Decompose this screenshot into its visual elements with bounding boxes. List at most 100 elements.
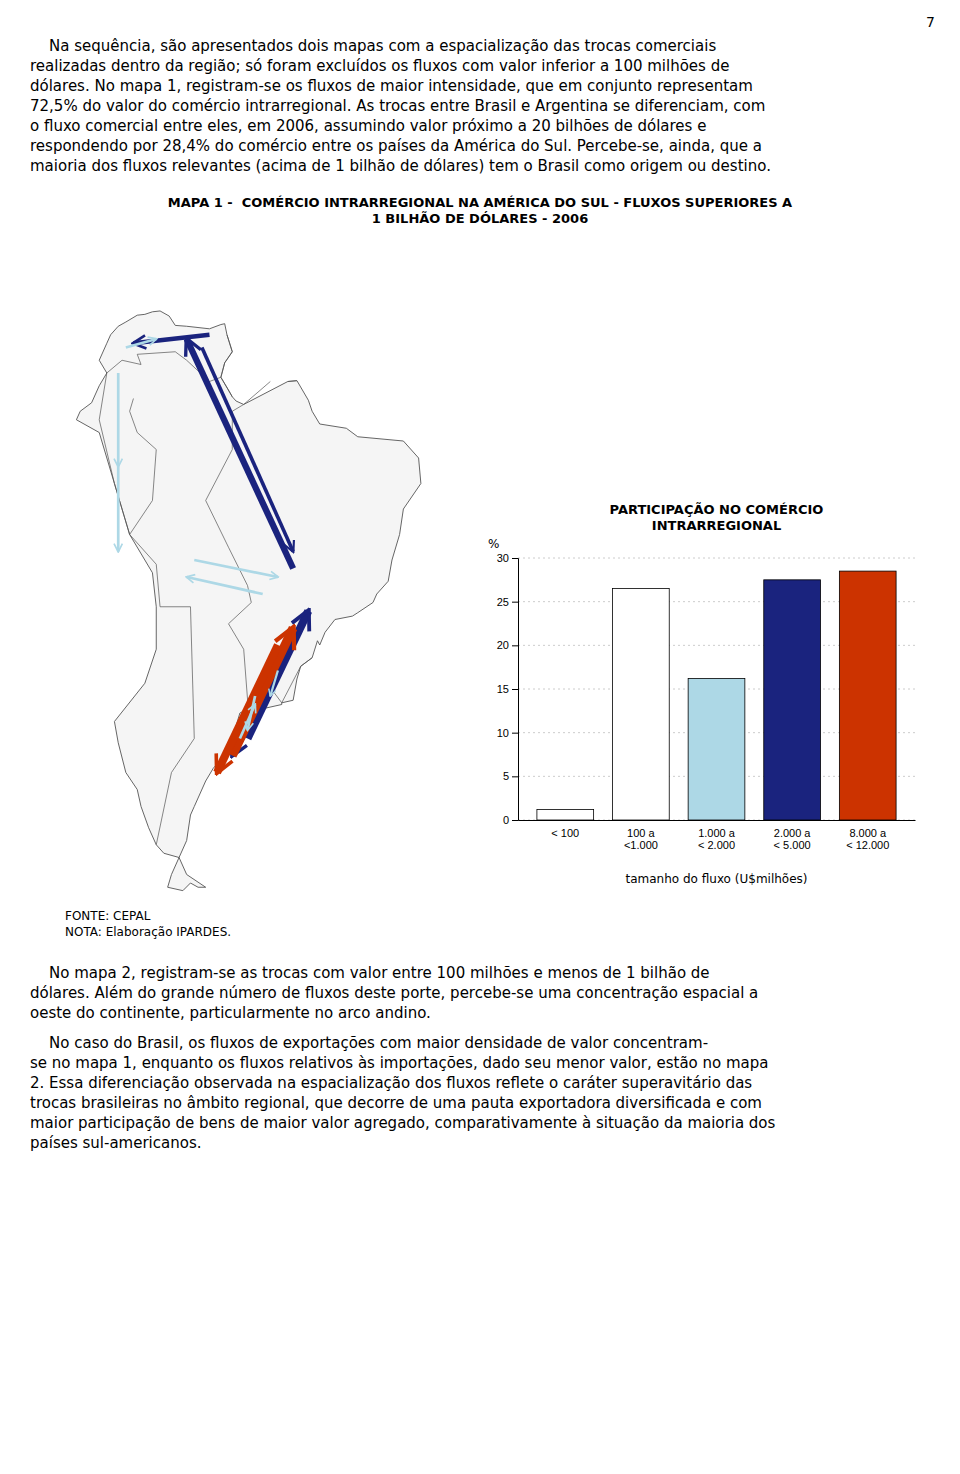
y-tick-label: 15 (497, 683, 509, 695)
bar (839, 571, 896, 820)
y-tick: 25 (497, 596, 518, 608)
map-outline (76, 311, 420, 891)
map-border (228, 603, 251, 709)
paragraph-line: 2. Essa diferenciação observada na espac… (30, 1074, 752, 1092)
page: 7 Na sequência, são apresentados dois ma… (0, 0, 960, 1474)
paragraph-line: Na sequência, são apresentados dois mapa… (30, 37, 716, 55)
x-tick: 1.000 a< 2.000 (698, 827, 736, 852)
x-tick-label-line: < 12.000 (846, 839, 889, 851)
y-tick-label: 0 (503, 814, 509, 826)
y-tick-label: 20 (497, 639, 509, 651)
paragraph-line: realizadas dentro da região; só foram ex… (30, 57, 729, 75)
x-tick: 100 a<1.000 (624, 827, 658, 852)
y-tick: 0 (503, 814, 518, 826)
paragraph-line: No mapa 2, registram-se as trocas com va… (30, 964, 710, 982)
source-note: NOTA: Elaboração IPARDES. (65, 925, 231, 939)
flow-arrow (117, 467, 120, 552)
y-tick-label: 25 (497, 596, 509, 608)
map-border (244, 382, 271, 405)
paragraph-line: se no mapa 1, enquanto os fluxos relativ… (30, 1054, 769, 1072)
flow-arrow (202, 348, 293, 552)
y-tick: 15 (497, 683, 518, 695)
y-tick-mark (512, 645, 518, 646)
y-tick-mark (512, 558, 518, 559)
x-tick-label-line: < 5.000 (774, 839, 811, 851)
paragraph-line: países sul-americanos. (30, 1134, 201, 1152)
paragraph-line: maioria dos fluxos relevantes (acima de … (30, 157, 771, 175)
bar-chart: 0 5 10 15 20 25 30 < 100 100 a<1.000 1.000 a< 2.0… (488, 502, 916, 886)
y-tick: 30 (497, 552, 518, 564)
paragraph-line: oeste do continente, particularmente no … (30, 1004, 431, 1022)
paragraph-line: dólares. No mapa 1, registram-se os flux… (30, 77, 753, 95)
x-tick-label-line: < 2.000 (698, 839, 735, 851)
bar (688, 679, 745, 820)
y-tick-label: 10 (497, 727, 509, 739)
source-note: FONTE: CEPAL (65, 909, 151, 923)
y-tick-mark (512, 733, 518, 734)
flow-arrow (217, 645, 278, 773)
map-border (130, 399, 157, 535)
y-tick-label: 30 (497, 552, 509, 564)
map-border (107, 352, 175, 373)
x-tick: 8.000 a< 12.000 (846, 827, 889, 852)
x-tick: 2.000 a< 5.000 (774, 827, 812, 852)
bar (613, 589, 670, 820)
x-tick-label-line: 8.000 a (849, 827, 887, 839)
flow-arrow (232, 628, 293, 756)
y-axis-line (512, 559, 519, 821)
flow-arrow (117, 373, 120, 467)
y-tick-label: 5 (503, 770, 509, 782)
chart-title-line: INTRARREGIONAL (652, 518, 781, 533)
y-axis-title: % (488, 537, 499, 551)
bar (537, 810, 594, 820)
x-tick-label-line: <1.000 (624, 839, 658, 851)
y-tick-mark (512, 776, 518, 777)
paragraph-line: maior participação de bens de maior valo… (30, 1114, 776, 1132)
y-tick-mark (512, 820, 518, 821)
flow-arrow (240, 705, 255, 739)
flow-arrow (187, 339, 293, 569)
paragraph-line: No caso do Brasil, os fluxos de exportaç… (30, 1034, 708, 1052)
grid-line (518, 558, 915, 559)
map-border (228, 547, 251, 602)
x-tick-label-line: 100 a (627, 827, 655, 839)
bar (764, 580, 821, 820)
x-axis-title: tamanho do fluxo (U$milhões) (625, 872, 807, 886)
map-border (99, 373, 107, 420)
y-tick-mark (512, 602, 518, 603)
x-tick-label-line: 1.000 a (698, 827, 736, 839)
map-title: MAPA 1 - COMÉRCIO INTRARREGIONAL NA AMÉR… (168, 195, 792, 210)
x-tick-label-line: 2.000 a (774, 827, 812, 839)
y-tick-mark (512, 689, 518, 690)
map-title: 1 BILHÃO DE DÓLARES - 2006 (372, 211, 588, 226)
grid (518, 558, 915, 820)
map-border (99, 420, 114, 484)
map-border (156, 739, 194, 845)
y-tick: 20 (497, 639, 518, 651)
chart-title: PARTICIPAÇÃO NO COMÉRCIOINTRARREGIONAL (610, 502, 824, 533)
flow-arrow (187, 577, 263, 594)
flow-arrow (194, 560, 278, 577)
x-tick-label: 8.000 a< 12.000 (846, 827, 889, 852)
x-tick-label: 100 a<1.000 (624, 827, 658, 852)
x-axis: < 100 100 a<1.000 1.000 a< 2.000 2.000 a< 5… (519, 821, 916, 852)
x-tick-label: 2.000 a< 5.000 (774, 827, 812, 852)
map-border (221, 335, 232, 397)
chart-title-line: PARTICIPAÇÃO NO COMÉRCIO (610, 502, 824, 517)
x-tick: < 100 (551, 827, 579, 839)
map (76, 311, 420, 891)
paragraph-line: o fluxo comercial entre eles, em 2006, a… (30, 117, 706, 135)
paragraph-line: respondendo por 28,4% do comércio entre … (30, 137, 762, 155)
paragraph-line: trocas brasileiras no âmbito regional, q… (30, 1094, 762, 1112)
y-axis: 0 5 10 15 20 25 30 (497, 552, 519, 826)
bars (537, 571, 896, 820)
map-border (232, 404, 243, 411)
paragraph-line: 72,5% do valor do comércio intrarregiona… (30, 97, 765, 115)
flow-arrow (248, 611, 309, 739)
page-number: 7 (926, 14, 935, 30)
x-tick-label-line: < 100 (551, 827, 579, 839)
map-border (114, 484, 160, 607)
y-tick: 5 (503, 770, 518, 782)
y-tick: 10 (497, 727, 518, 739)
flow-arrow (126, 339, 156, 348)
